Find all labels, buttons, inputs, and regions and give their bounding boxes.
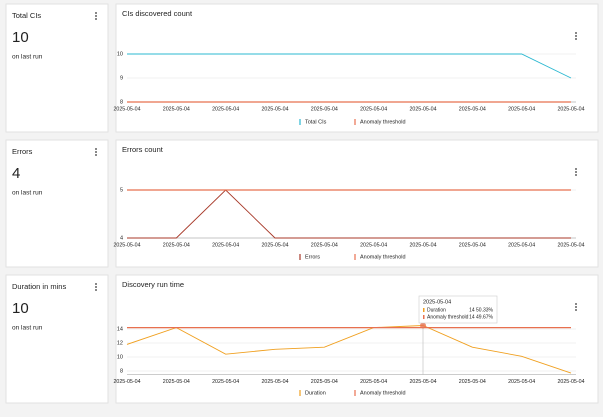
x-tick-label: 2025-05-04	[459, 106, 486, 112]
y-tick-label: 10	[117, 51, 123, 57]
tooltip-name: Duration	[427, 307, 446, 313]
menu-dot[interactable]	[95, 154, 97, 156]
x-tick-label: 2025-05-04	[409, 106, 436, 112]
x-tick-label: 2025-05-04	[261, 242, 288, 248]
chart-title: Errors count	[122, 145, 164, 154]
menu-dot[interactable]	[575, 174, 577, 176]
x-tick-label: 2025-05-04	[360, 379, 387, 385]
card	[5, 274, 109, 404]
chart-panel	[115, 139, 599, 268]
menu-dot[interactable]	[95, 15, 97, 17]
x-tick-label: 2025-05-04	[557, 242, 584, 248]
card-value: 10	[12, 300, 29, 317]
y-tick-label: 12	[117, 340, 123, 346]
menu-dot[interactable]	[575, 35, 577, 37]
x-tick-label: 2025-05-04	[459, 379, 486, 385]
chart-panel	[115, 274, 599, 404]
x-tick-label: 2025-05-04	[212, 242, 239, 248]
x-tick-label: 2025-05-04	[508, 379, 535, 385]
menu-dot[interactable]	[95, 12, 97, 14]
y-tick-label: 8	[120, 99, 123, 105]
x-tick-label: 2025-05-04	[113, 242, 140, 248]
card-title: Errors	[12, 147, 33, 156]
x-tick-label: 2025-05-04	[212, 106, 239, 112]
tooltip-title: 2025-05-04	[423, 299, 451, 305]
tooltip-swatch	[423, 308, 425, 312]
legend-label: Anomaly threshold	[360, 390, 406, 396]
x-tick-label: 2025-05-04	[261, 379, 288, 385]
card-title: Duration in mins	[12, 282, 66, 291]
x-tick-label: 2025-05-04	[459, 242, 486, 248]
tooltip	[418, 295, 498, 324]
menu-dot[interactable]	[575, 303, 577, 305]
tooltip-name: Anomaly threshold	[427, 314, 469, 320]
y-tick-label: 4	[120, 235, 123, 241]
x-tick-label: 2025-05-04	[409, 379, 436, 385]
menu-dot[interactable]	[575, 171, 577, 173]
card	[5, 3, 109, 133]
y-tick-label: 10	[117, 354, 123, 360]
legend-label: Total CIs	[305, 119, 327, 125]
x-tick-label: 2025-05-04	[163, 379, 190, 385]
menu-dot[interactable]	[95, 286, 97, 288]
series-line	[127, 53, 572, 79]
x-tick-label: 2025-05-04	[163, 242, 190, 248]
tooltip-value: 14 49.67%	[469, 314, 493, 320]
card-caption: on last run	[12, 190, 43, 197]
series-line	[127, 189, 571, 239]
x-tick-label: 2025-05-04	[212, 379, 239, 385]
x-tick-label: 2025-05-04	[311, 242, 338, 248]
y-tick-label: 9	[120, 75, 123, 81]
chart-title: CIs discovered count	[122, 9, 193, 18]
menu-dot[interactable]	[95, 18, 97, 20]
hover-point	[420, 322, 426, 329]
x-tick-label: 2025-05-04	[163, 106, 190, 112]
x-tick-label: 2025-05-04	[261, 106, 288, 112]
card-value: 10	[12, 29, 29, 46]
x-tick-label: 2025-05-04	[311, 379, 338, 385]
x-tick-label: 2025-05-04	[311, 106, 338, 112]
y-tick-label: 8	[120, 368, 123, 374]
menu-dot[interactable]	[575, 168, 577, 170]
legend-label: Duration	[305, 390, 326, 396]
card-value: 4	[12, 165, 20, 182]
x-tick-label: 2025-05-04	[557, 106, 584, 112]
x-tick-label: 2025-05-04	[508, 242, 535, 248]
chart-title: Discovery run time	[122, 280, 184, 289]
legend-label: Errors	[305, 254, 320, 260]
x-tick-label: 2025-05-04	[113, 379, 140, 385]
legend-label: Anomaly threshold	[360, 119, 406, 125]
menu-dot[interactable]	[95, 148, 97, 150]
menu-dot[interactable]	[95, 283, 97, 285]
x-tick-label: 2025-05-04	[508, 106, 535, 112]
card-caption: on last run	[12, 54, 43, 61]
menu-dot[interactable]	[575, 306, 577, 308]
menu-dot[interactable]	[575, 38, 577, 40]
x-tick-label: 2025-05-04	[557, 379, 584, 385]
card	[5, 139, 109, 268]
x-tick-label: 2025-05-04	[113, 106, 140, 112]
menu-dot[interactable]	[95, 151, 97, 153]
card-caption: on last run	[12, 325, 43, 332]
x-tick-label: 2025-05-04	[360, 106, 387, 112]
y-tick-label: 5	[120, 187, 123, 193]
menu-dot[interactable]	[575, 309, 577, 311]
x-tick-label: 2025-05-04	[360, 242, 387, 248]
chart-panel	[115, 3, 599, 133]
y-tick-label: 14	[117, 326, 123, 332]
x-tick-label: 2025-05-04	[409, 242, 436, 248]
menu-dot[interactable]	[575, 32, 577, 34]
card-title: Total CIs	[12, 11, 41, 20]
menu-dot[interactable]	[95, 289, 97, 291]
tooltip-swatch	[423, 315, 425, 319]
tooltip-value: 14 50.33%	[469, 307, 493, 313]
legend-label: Anomaly threshold	[360, 254, 406, 260]
series-line	[126, 325, 572, 374]
